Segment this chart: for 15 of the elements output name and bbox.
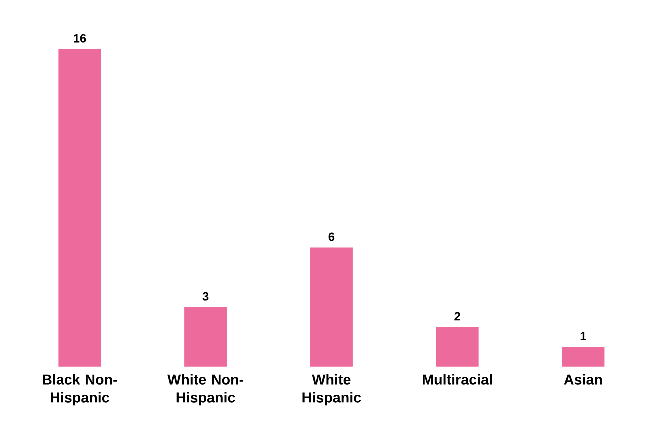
bar [184,307,228,367]
data-label: 2 [454,312,460,321]
x-tick-label: White Non-Hispanic [168,374,244,406]
x-tick-label: Multiracial [423,374,492,385]
bar [436,327,479,367]
x-tick-label: Asian [564,374,602,385]
data-label: 1 [580,332,586,340]
bar [310,248,353,367]
bar [562,346,605,367]
x-tick-label: Black Non-Hispanic [43,374,118,406]
bar [58,49,102,367]
data-label: 6 [328,232,335,242]
x-tick-label: White Hispanic [302,374,362,406]
data-label: 3 [202,292,209,301]
data-label: 16 [74,34,86,43]
